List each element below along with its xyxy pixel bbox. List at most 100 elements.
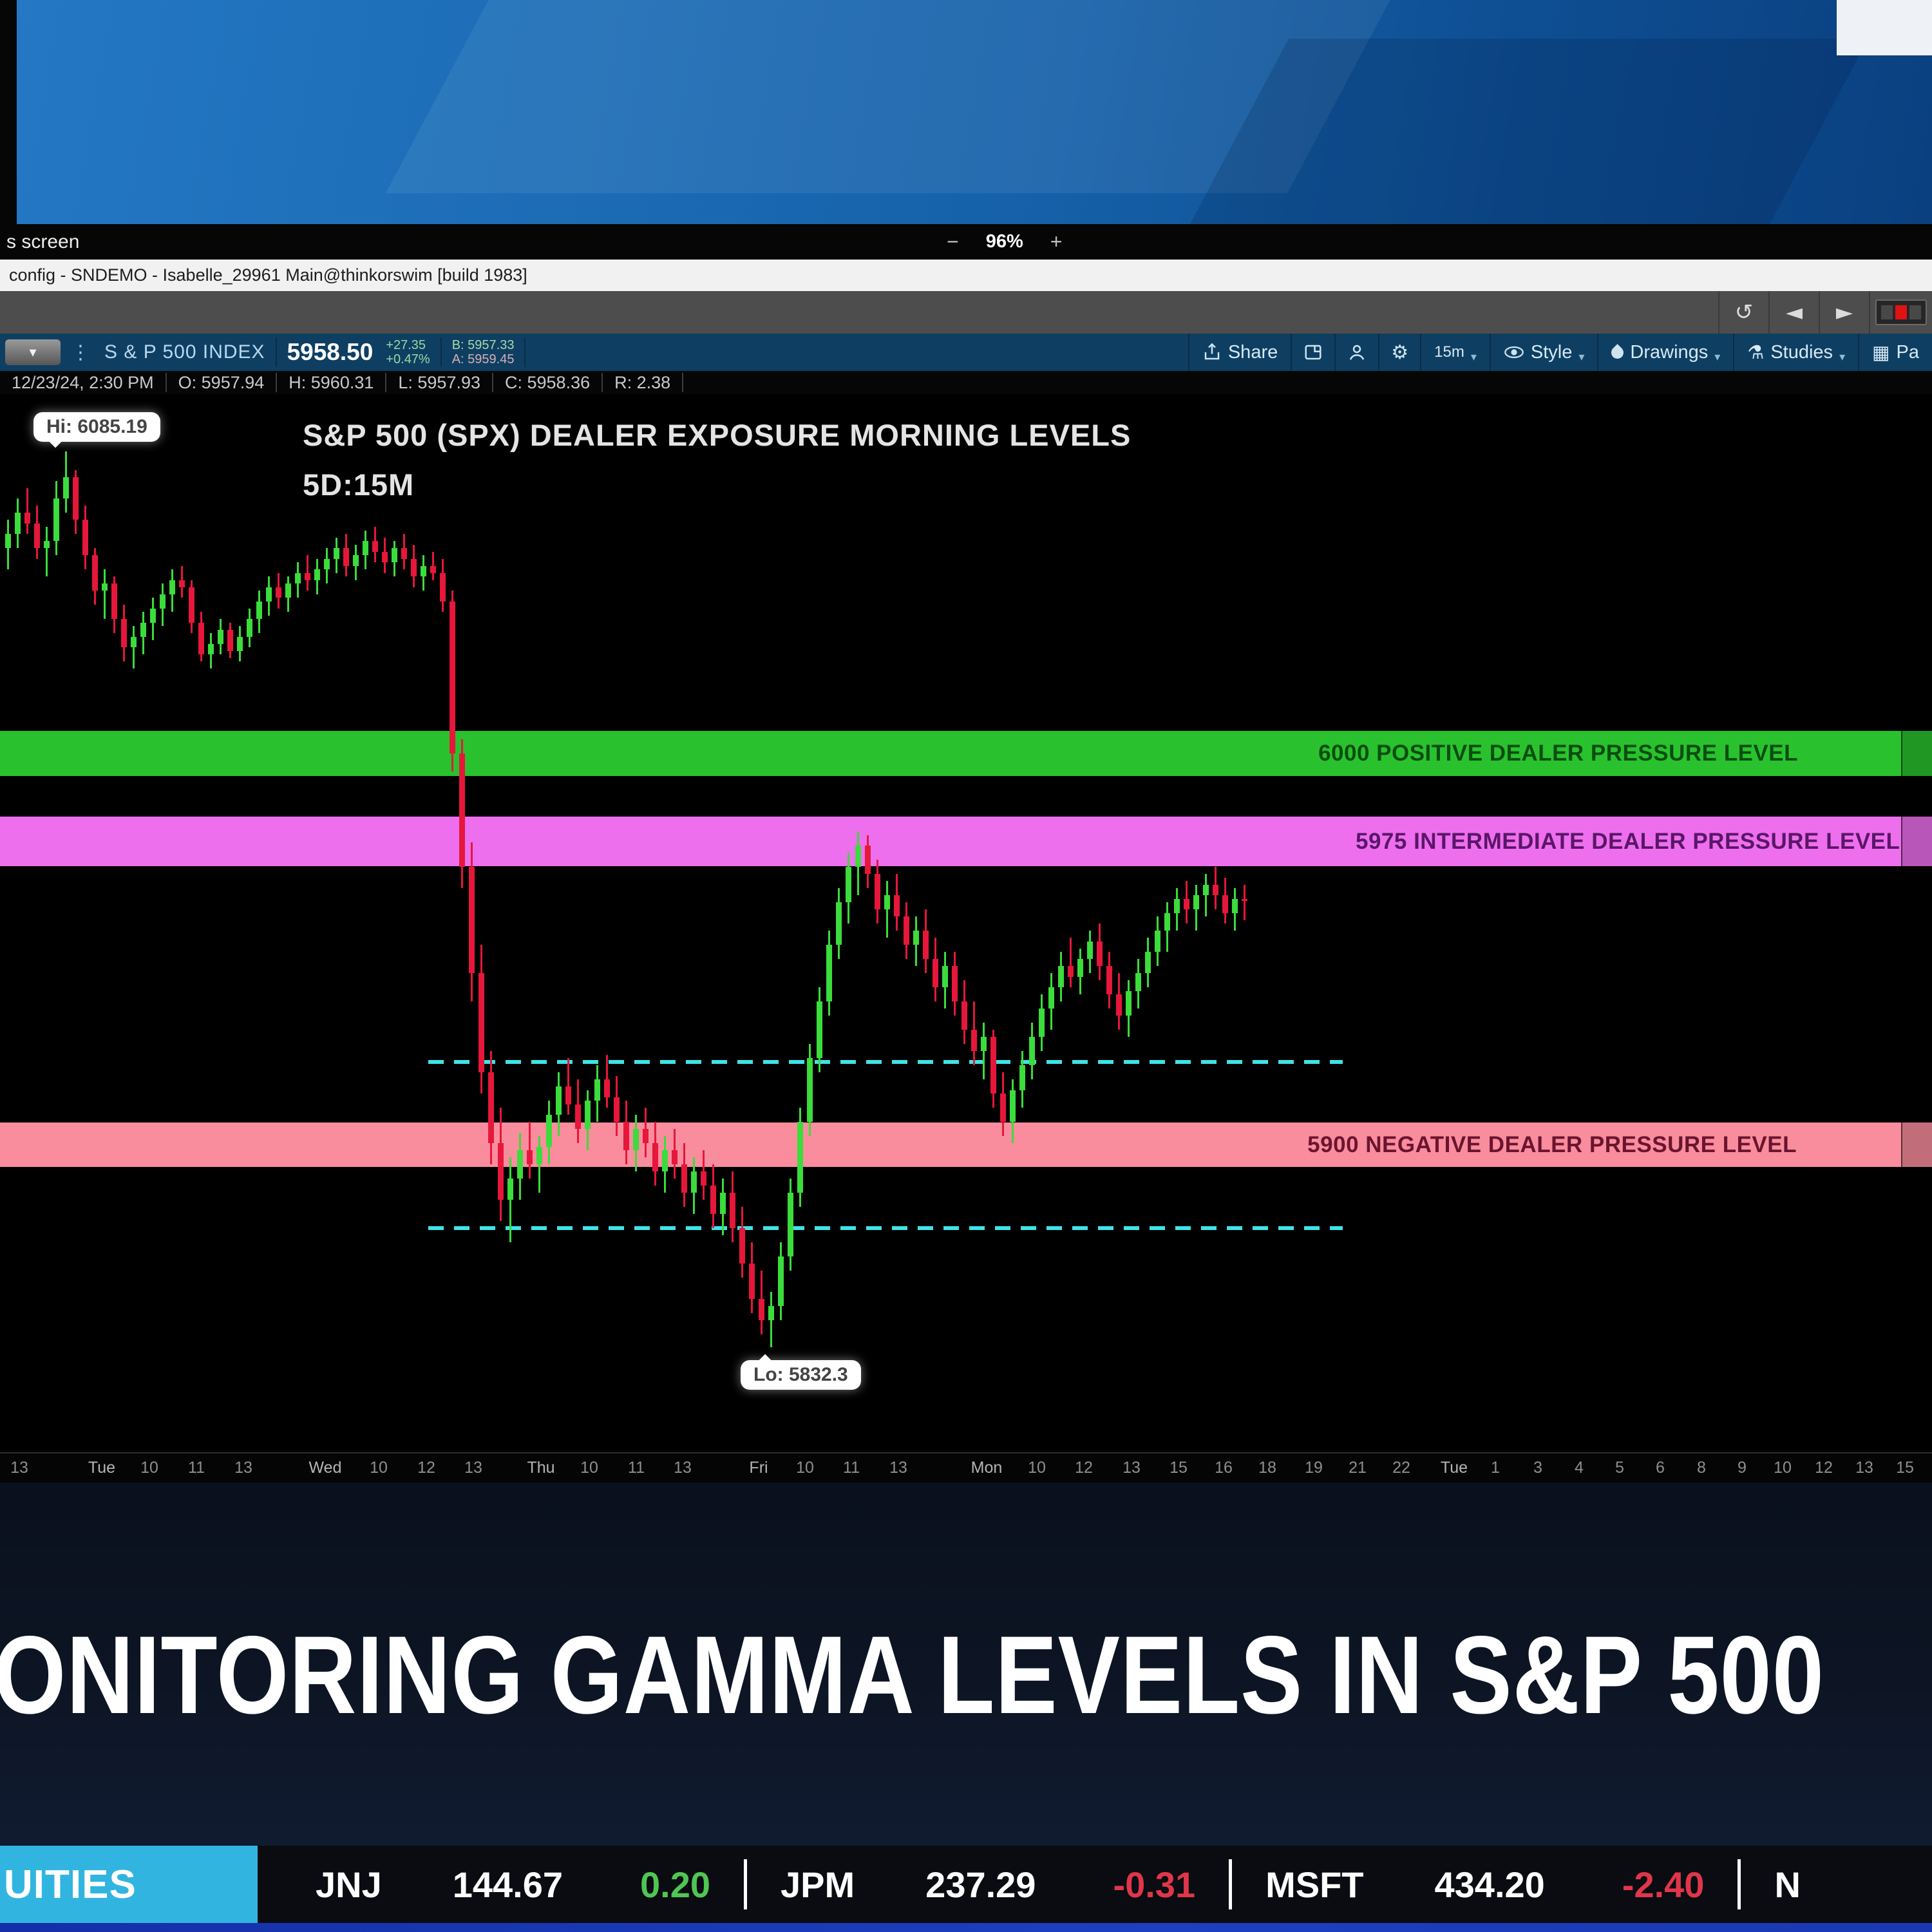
positive-dealer-pressure-band: 6000 POSITIVE DEALER PRESSURE LEVEL: [0, 731, 1932, 776]
candle-body: [720, 1193, 726, 1214]
zoom-out-button[interactable]: −: [947, 230, 959, 253]
candle-body: [875, 874, 880, 909]
ticker-item: N: [1774, 1864, 1800, 1906]
ticker-symbol: JNJ: [316, 1864, 382, 1905]
candle-body: [121, 619, 127, 647]
candle-body: [768, 1306, 774, 1320]
presentation-bar: s screen − 96% +: [0, 224, 1932, 260]
candle-body: [749, 1264, 755, 1299]
ohlc-high: H: 5960.31: [277, 373, 387, 392]
symbol-toolbar: ▾ ⋮ S & P 500 INDEX 5958.50 +27.35 +0.47…: [0, 334, 1932, 371]
zoom-level: 96%: [985, 231, 1023, 252]
candle-body: [652, 1143, 658, 1171]
ticker-price: 434.20: [1434, 1864, 1545, 1905]
presentation-status-text: s screen: [6, 231, 80, 252]
candle-body: [546, 1115, 552, 1147]
candle-body: [401, 548, 407, 559]
symbol-options-icon[interactable]: ⋮: [71, 341, 90, 364]
candle-body: [179, 580, 185, 587]
candle-body: [353, 555, 359, 566]
candle-body: [1029, 1037, 1035, 1065]
ticker-item: JNJ 144.67 0.20: [316, 1864, 710, 1906]
time-axis-tick: 10: [370, 1459, 388, 1477]
candle-body: [1058, 966, 1064, 987]
candle-body: [1213, 884, 1218, 895]
candle-body: [1174, 898, 1180, 913]
candle-body: [295, 573, 301, 583]
time-axis-tick: 10: [1028, 1459, 1046, 1477]
positive-dealer-pressure-label: 6000 POSITIVE DEALER PRESSURE LEVEL: [1318, 741, 1798, 766]
time-axis-tick: 12: [1815, 1459, 1833, 1477]
candle-body: [662, 1150, 668, 1171]
candle-body: [247, 619, 252, 637]
user-button[interactable]: [1334, 334, 1378, 371]
banner-headline: ONITORING GAMMA LEVELS IN S&P 500: [0, 1613, 1824, 1737]
time-axis-tick: 10: [796, 1459, 814, 1477]
candle-body: [1116, 994, 1122, 1016]
chart-toolbar-buttons: Share ⚙ 15m ▾ Style: [1188, 334, 1932, 371]
time-axis[interactable]: 13 Tue 10 11 13 Wed 10 12 13 Thu 10 11 13 Fri 10 11 13 Mo…: [0, 1452, 1932, 1484]
style-button[interactable]: Style ▾: [1489, 334, 1598, 371]
studio-backdrop: [0, 0, 1932, 224]
ticker-change: -0.31: [1113, 1864, 1196, 1905]
time-axis-tick: 6: [1656, 1459, 1665, 1477]
candle-body: [198, 622, 204, 654]
candle-body: [1106, 966, 1112, 994]
candle-body: [836, 902, 842, 945]
layout-panel-button[interactable]: [1291, 334, 1334, 371]
candle-body: [208, 643, 214, 654]
forward-button[interactable]: ►: [1819, 291, 1869, 334]
candle-body: [111, 583, 117, 619]
candle-wick: [538, 1136, 540, 1193]
style-label: Style: [1530, 341, 1573, 363]
candle-body: [53, 498, 59, 541]
zoom-in-button[interactable]: +: [1050, 230, 1063, 253]
candle-body: [1242, 898, 1247, 901]
window-titlebar[interactable]: config - SNDEMO - Isabelle_29961 Main@th…: [0, 260, 1932, 292]
time-axis-tick: 10: [1774, 1459, 1792, 1477]
symbol-dropdown-button[interactable]: ▾: [5, 339, 61, 365]
back-button[interactable]: ◄: [1768, 291, 1819, 334]
ticker-change: -2.40: [1622, 1864, 1705, 1905]
time-axis-tick: 12: [417, 1459, 435, 1477]
chevron-down-icon: ▾: [1714, 350, 1721, 364]
share-button[interactable]: Share: [1188, 334, 1291, 371]
grid-icon: ▦: [1872, 341, 1890, 363]
symbol-name[interactable]: S & P 500 INDEX: [104, 341, 265, 363]
candle-body: [633, 1129, 639, 1150]
candle-body: [1000, 1094, 1006, 1122]
candle-body: [34, 523, 40, 548]
candle-wick: [886, 881, 888, 938]
undo-button[interactable]: ↺: [1718, 291, 1768, 334]
price-axis-shade: [1901, 394, 1932, 1452]
candle-body: [459, 753, 465, 867]
candle-body: [450, 601, 455, 753]
share-label: Share: [1227, 341, 1278, 363]
candle-body: [343, 548, 349, 566]
ticker-price: 237.29: [925, 1864, 1036, 1905]
time-axis-tick: 3: [1533, 1459, 1542, 1477]
candle-body: [1145, 952, 1151, 973]
share-icon: [1204, 343, 1220, 360]
drawings-button[interactable]: Drawings ▾: [1597, 334, 1733, 371]
chart-area[interactable]: 6000 POSITIVE DEALER PRESSURE LEVEL 5975…: [0, 394, 1932, 1452]
record-right-segment: [1909, 305, 1921, 319]
time-axis-tick: 19: [1305, 1459, 1323, 1477]
studies-button[interactable]: ⚗ Studies ▾: [1733, 334, 1858, 371]
candle-wick: [1244, 884, 1245, 920]
ohlc-low: L: 5957.93: [386, 373, 493, 392]
candle-wick: [1205, 874, 1207, 916]
patterns-button[interactable]: ▦ Pa: [1858, 334, 1932, 371]
intermediate-dealer-pressure-label: 5975 INTERMEDIATE DEALER PRESSURE LEVEL: [1356, 828, 1900, 854]
settings-gear-icon[interactable]: ⚙: [1378, 334, 1420, 371]
chevron-down-icon: ▾: [1470, 350, 1477, 364]
price-change-pct: +0.47%: [386, 352, 430, 366]
timeframe-label: 15m: [1434, 343, 1464, 361]
bid-ask-block: B: 5957.33 A: 5959.45: [452, 338, 515, 366]
timeframe-button[interactable]: 15m ▾: [1420, 334, 1490, 371]
backdrop-left-edge: [0, 0, 17, 224]
time-axis-tick: 8: [1697, 1459, 1706, 1477]
record-button-group[interactable]: [1869, 291, 1932, 334]
candle-body: [990, 1037, 996, 1094]
